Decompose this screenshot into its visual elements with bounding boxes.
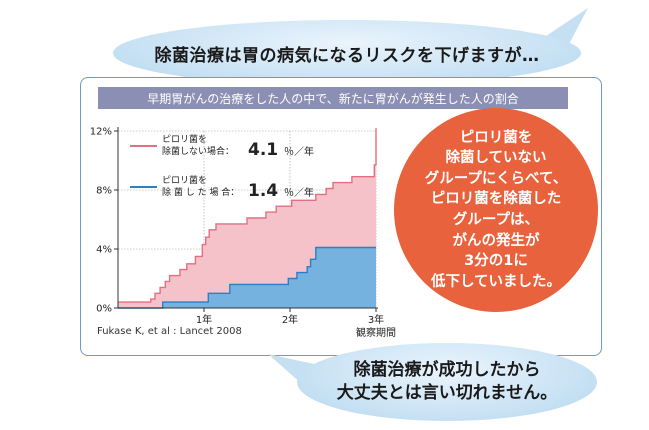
callout-line: がんの発生が	[452, 232, 540, 249]
legend-rate-unit: ％／年	[284, 145, 314, 158]
x-tick-label: 2年	[282, 313, 298, 326]
red-series-line	[118, 128, 377, 303]
callout-line: グループにくらべて、	[424, 170, 568, 187]
legend-rate: 1.4	[248, 181, 278, 201]
x-tick-label: 3年	[368, 313, 384, 326]
blue-series-area	[118, 247, 376, 308]
y-tick-label: 0%	[96, 304, 112, 315]
legend-label: 除 菌 し た 場 合：	[162, 186, 239, 198]
x-tick-label: 1年	[196, 313, 212, 326]
source-citation: Fukase K, et al : Lancet 2008	[97, 326, 242, 337]
legend-rate: 4.1	[248, 140, 278, 160]
blue-series-line	[118, 246, 376, 309]
bottom-bubble-line: 大丈夫とは言い切れません。	[336, 383, 558, 403]
y-tick-label: 12%	[90, 127, 112, 138]
callout-line: 低下していました。	[430, 273, 562, 290]
legend-label: ピロリ菌を	[162, 133, 207, 145]
callout-line: 除菌していない	[445, 150, 547, 167]
callout-line: グループは、	[452, 212, 540, 228]
top-speech-bubble	[113, 20, 581, 86]
legend-label: ピロリ菌を	[162, 174, 207, 186]
x-axis-label: 観察期間	[356, 326, 396, 339]
callout-circle: ピロリ菌を 除菌していない グループにくらべて、 ピロリ菌を除菌した グループは…	[394, 108, 598, 312]
y-tick-label: 4%	[96, 245, 112, 256]
legend-rate-unit: ％／年	[284, 186, 314, 199]
y-tick-label: 8%	[96, 186, 112, 197]
bottom-bubble-text: 除菌治療が成功したから 大丈夫とは言い切れません。	[297, 343, 597, 421]
bottom-bubble-line: 除菌治療が成功したから	[353, 360, 541, 381]
callout-line: 3分の1に	[464, 253, 528, 270]
callout-line: ピロリ菌を除菌した	[430, 191, 562, 208]
chart-subtitle: 早期胃がんの治療をした人の中で、新たに胃がんが発生した人の割合	[98, 87, 568, 109]
legend-label: 除菌しない場合：	[162, 145, 234, 157]
top-bubble-text: 除菌治療は胃の病気になるリスクを下げますが…	[154, 45, 540, 66]
callout-line: ピロリ菌を	[459, 129, 533, 146]
bottom-speech-bubble	[297, 343, 597, 421]
